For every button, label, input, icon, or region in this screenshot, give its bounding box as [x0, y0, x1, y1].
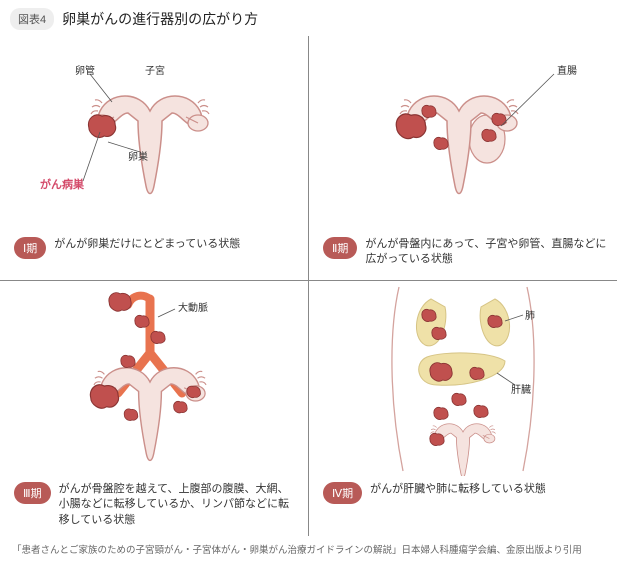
figure-badge: 図表4 — [10, 8, 54, 30]
panel-stage-4: 肺 肝臓 Ⅳ期 がんが肝臓や肺に転移している状態 — [309, 281, 617, 536]
caption-row-3: Ⅲ期 がんが骨盤腔を越えて、上腹部の腹膜、大網、小腸などに転移しているか、リンパ… — [0, 476, 308, 536]
caption-4: がんが肝臓や肺に転移している状態 — [370, 482, 546, 497]
panel-stage-2: 直腸 Ⅱ期 がんが骨盤内にあって、子宮や卵管、直腸などに広がっている状態 — [309, 36, 617, 281]
anno-liver: 肝臓 — [511, 381, 531, 396]
anno-ovary: 卵巣 — [128, 148, 148, 163]
illustration-stage-2: 直腸 — [309, 36, 617, 231]
caption-3: がんが骨盤腔を越えて、上腹部の腹膜、大網、小腸などに転移しているか、リンパ節など… — [59, 482, 298, 528]
illustration-stage-3: 大動脈 — [0, 281, 308, 476]
panel-stage-1: 卵管 子宮 卵巣 がん病巣 Ⅰ期 がんが卵巣だけにとどまっている状態 — [0, 36, 309, 281]
stage-badge-4: Ⅳ期 — [323, 482, 362, 504]
caption-2: がんが骨盤内にあって、子宮や卵管、直腸などに広がっている状態 — [365, 237, 607, 268]
anno-rectum: 直腸 — [557, 62, 577, 77]
anno-uterus: 子宮 — [145, 62, 165, 77]
figure-header: 図表4 卵巣がんの進行器別の広がり方 — [0, 0, 617, 36]
caption-row-2: Ⅱ期 がんが骨盤内にあって、子宮や卵管、直腸などに広がっている状態 — [309, 231, 617, 276]
anno-lung: 肺 — [525, 307, 535, 322]
stage-badge-1: Ⅰ期 — [14, 237, 46, 259]
caption-1: がんが卵巣だけにとどまっている状態 — [54, 237, 240, 252]
stage-badge-3: Ⅲ期 — [14, 482, 51, 504]
illustration-stage-1: 卵管 子宮 卵巣 がん病巣 — [0, 36, 308, 231]
panel-stage-3: 大動脈 Ⅲ期 がんが骨盤腔を越えて、上腹部の腹膜、大網、小腸などに転移しているか… — [0, 281, 309, 536]
stage-badge-2: Ⅱ期 — [323, 237, 357, 259]
caption-row-4: Ⅳ期 がんが肝臓や肺に転移している状態 — [309, 476, 617, 512]
panel-grid: 卵管 子宮 卵巣 がん病巣 Ⅰ期 がんが卵巣だけにとどまっている状態 — [0, 36, 617, 536]
caption-row-1: Ⅰ期 がんが卵巣だけにとどまっている状態 — [0, 231, 308, 267]
anno-fallopian: 卵管 — [75, 62, 95, 77]
figure-title: 卵巣がんの進行器別の広がり方 — [62, 9, 258, 29]
citation: 「患者さんとご家族のための子宮頸がん・子宮体がん・卵巣がん治療ガイドラインの解説… — [0, 536, 617, 560]
anno-cancer-focus: がん病巣 — [40, 176, 84, 192]
illustration-stage-4: 肺 肝臓 — [309, 281, 617, 476]
anno-aorta: 大動脈 — [178, 299, 208, 314]
